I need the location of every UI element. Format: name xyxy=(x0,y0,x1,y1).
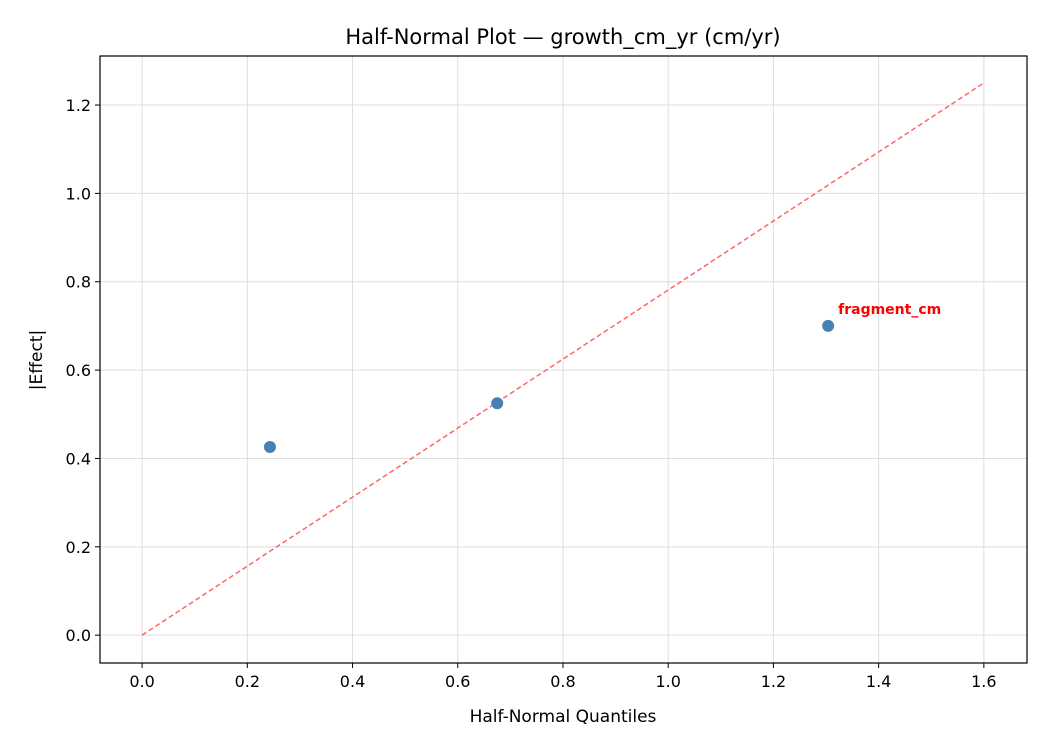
x-tick-label: 0.8 xyxy=(550,672,575,691)
chart-title: Half-Normal Plot — growth_cm_yr (cm/yr) xyxy=(345,25,780,50)
x-tick-label: 0.6 xyxy=(445,672,470,691)
x-tick-label: 1.6 xyxy=(971,672,996,691)
y-tick-label: 1.2 xyxy=(66,96,91,115)
y-tick-label: 0.2 xyxy=(66,538,91,557)
x-tick-label: 0.4 xyxy=(340,672,365,691)
data-point xyxy=(822,319,835,332)
y-tick-label: 0.4 xyxy=(66,449,91,468)
y-axis-label: |Effect| xyxy=(27,330,47,390)
data-point xyxy=(263,440,276,453)
x-tick-label: 1.4 xyxy=(866,672,891,691)
data-point xyxy=(491,397,504,410)
x-tick-label: 1.0 xyxy=(655,672,680,691)
y-tick-label: 0.6 xyxy=(66,361,91,380)
x-tick-label: 0.0 xyxy=(129,672,154,691)
y-tick-label: 0.8 xyxy=(66,273,91,292)
y-tick-label: 1.0 xyxy=(66,184,91,203)
x-tick-label: 0.2 xyxy=(235,672,260,691)
y-tick-label: 0.0 xyxy=(66,626,91,645)
point-annotation: fragment_cm xyxy=(838,302,941,318)
x-axis-label: Half-Normal Quantiles xyxy=(470,707,657,727)
plot-frame xyxy=(99,55,1028,664)
x-tick-label: 1.2 xyxy=(761,672,786,691)
